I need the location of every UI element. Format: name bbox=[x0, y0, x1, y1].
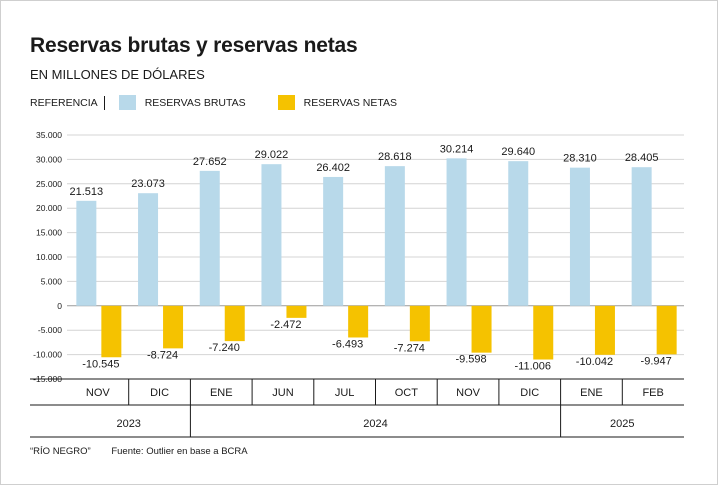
data-label-netas: -10.042 bbox=[576, 356, 613, 368]
data-label-brutas: 28.405 bbox=[625, 152, 659, 164]
year-label: 2025 bbox=[610, 418, 634, 430]
data-label-netas: -7.240 bbox=[209, 342, 240, 354]
footer: “RÍO NEGRO” Fuente: Outlier en base a BC… bbox=[30, 446, 248, 457]
bar-reservas-brutas bbox=[446, 158, 467, 306]
y-tick-label: -10.000 bbox=[33, 350, 62, 360]
data-label-brutas: 28.310 bbox=[563, 153, 597, 165]
y-tick-label: 0 bbox=[57, 301, 62, 311]
data-label-brutas: 21.513 bbox=[70, 186, 104, 198]
y-tick-label: -5.000 bbox=[38, 325, 62, 335]
bar-reservas-brutas bbox=[508, 161, 529, 306]
data-label-brutas: 27.652 bbox=[193, 156, 227, 168]
data-label-brutas: 26.402 bbox=[316, 162, 350, 174]
bar-reservas-brutas bbox=[76, 200, 97, 306]
legend: REFERENCIA RESERVAS BRUTAS RESERVAS NETA… bbox=[30, 95, 397, 110]
x-tick-label: ENE bbox=[210, 387, 233, 399]
x-tick-label: NOV bbox=[456, 387, 481, 399]
chart-subtitle: EN MILLONES DE DÓLARES bbox=[30, 67, 205, 82]
y-tick-label: 10.000 bbox=[36, 252, 62, 262]
data-label-netas: -9.947 bbox=[641, 355, 672, 367]
data-label-brutas: 29.022 bbox=[255, 149, 289, 161]
bar-reservas-netas bbox=[656, 305, 677, 355]
x-tick-label: DIC bbox=[520, 387, 539, 399]
bar-reservas-netas bbox=[348, 305, 369, 338]
year-label: 2023 bbox=[116, 418, 140, 430]
x-tick-label: ENE bbox=[580, 387, 603, 399]
data-label-netas: -8.724 bbox=[147, 349, 178, 361]
y-tick-label: 5.000 bbox=[41, 276, 63, 286]
bar-reservas-brutas bbox=[199, 170, 220, 306]
legend-label-netas: RESERVAS NETAS bbox=[303, 96, 398, 109]
bar-reservas-brutas bbox=[323, 176, 344, 306]
bar-reservas-netas bbox=[409, 305, 430, 342]
x-tick-label: FEB bbox=[642, 387, 663, 399]
x-tick-label: NOV bbox=[86, 387, 111, 399]
data-label-brutas: 30.214 bbox=[440, 143, 474, 155]
bar-reservas-netas bbox=[533, 305, 554, 360]
bar-reservas-netas bbox=[471, 305, 492, 353]
footer-credit: “RÍO NEGRO” bbox=[30, 446, 91, 457]
data-label-netas: -7.274 bbox=[394, 342, 425, 354]
bar-reservas-brutas bbox=[261, 164, 282, 306]
y-tick-label: 35.000 bbox=[36, 130, 62, 140]
data-label-netas: -10.545 bbox=[82, 358, 119, 370]
data-label-netas: -6.493 bbox=[332, 338, 363, 350]
data-label-netas: -2.472 bbox=[270, 319, 301, 331]
data-label-brutas: 29.640 bbox=[501, 146, 535, 158]
bar-reservas-netas bbox=[594, 305, 615, 355]
bar-reservas-netas bbox=[163, 305, 184, 349]
legend-swatch-netas bbox=[277, 95, 295, 110]
legend-label-brutas: RESERVAS BRUTAS bbox=[144, 96, 246, 109]
bar-reservas-brutas bbox=[384, 166, 405, 306]
bar-reservas-brutas bbox=[631, 167, 652, 306]
bar-reservas-brutas bbox=[138, 193, 159, 306]
y-tick-label: 20.000 bbox=[36, 203, 62, 213]
data-label-netas: -9.598 bbox=[455, 354, 486, 366]
x-tick-label: JUN bbox=[272, 387, 293, 399]
bar-reservas-netas bbox=[286, 305, 307, 318]
bar-reservas-netas bbox=[101, 305, 122, 358]
x-tick-label: DIC bbox=[150, 387, 169, 399]
year-label: 2024 bbox=[363, 418, 387, 430]
legend-reference-label: REFERENCIA bbox=[30, 95, 105, 110]
y-tick-label: 25.000 bbox=[36, 179, 62, 189]
y-tick-label: 30.000 bbox=[36, 154, 62, 164]
data-label-brutas: 28.618 bbox=[378, 151, 412, 163]
data-label-netas: -11.006 bbox=[515, 361, 552, 373]
footer-source: Fuente: Outlier en base a BCRA bbox=[111, 446, 248, 457]
y-tick-label: 15.000 bbox=[36, 228, 62, 238]
legend-swatch-brutas bbox=[118, 95, 136, 110]
chart-title: Reservas brutas y reservas netas bbox=[30, 34, 358, 57]
data-label-brutas: 23.073 bbox=[131, 178, 165, 190]
bar-reservas-netas bbox=[224, 305, 245, 342]
x-tick-label: JUL bbox=[335, 387, 355, 399]
bar-reservas-brutas bbox=[569, 167, 590, 306]
x-tick-label: OCT bbox=[395, 387, 419, 399]
